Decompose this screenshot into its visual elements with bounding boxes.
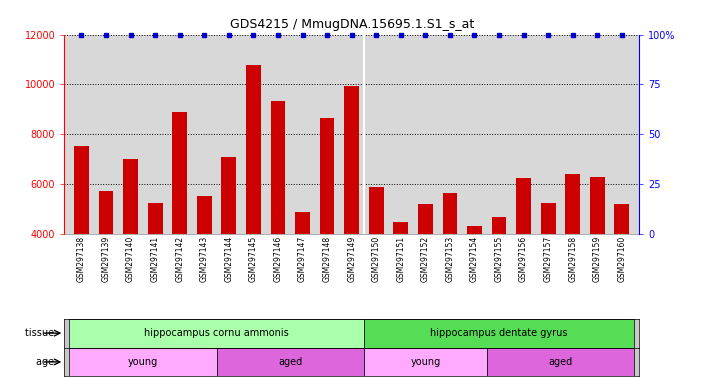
Bar [295,212,310,234]
Text: aged: aged [548,357,573,367]
Bar [246,65,261,234]
Bar [74,146,89,234]
Text: aged: aged [278,357,302,367]
Text: hippocampus dentate gyrus: hippocampus dentate gyrus [431,328,568,338]
Bar [320,118,334,234]
Text: tissue: tissue [25,328,57,338]
Text: young: young [411,357,441,367]
Bar [344,86,359,234]
Bar [172,112,187,234]
Bar [69,348,216,376]
Text: young: young [128,357,158,367]
Bar [492,217,506,234]
Bar [69,319,364,348]
Text: age: age [36,357,57,367]
Bar [590,177,605,234]
Bar [271,101,286,234]
Bar [487,348,634,376]
Bar [124,159,138,234]
Bar [565,174,580,234]
Bar [364,348,487,376]
Bar [99,190,114,234]
Bar [221,157,236,234]
Bar [197,195,211,234]
Bar [467,225,482,234]
Bar [148,203,163,234]
Bar [443,193,457,234]
Bar [615,204,629,234]
Bar [216,348,364,376]
Text: hippocampus cornu ammonis: hippocampus cornu ammonis [144,328,289,338]
Bar [369,187,383,234]
Bar [540,203,555,234]
Bar [393,222,408,234]
Bar [364,319,634,348]
Bar [516,178,531,234]
Bar [418,204,433,234]
Text: GDS4215 / MmugDNA.15695.1.S1_s_at: GDS4215 / MmugDNA.15695.1.S1_s_at [229,18,474,31]
